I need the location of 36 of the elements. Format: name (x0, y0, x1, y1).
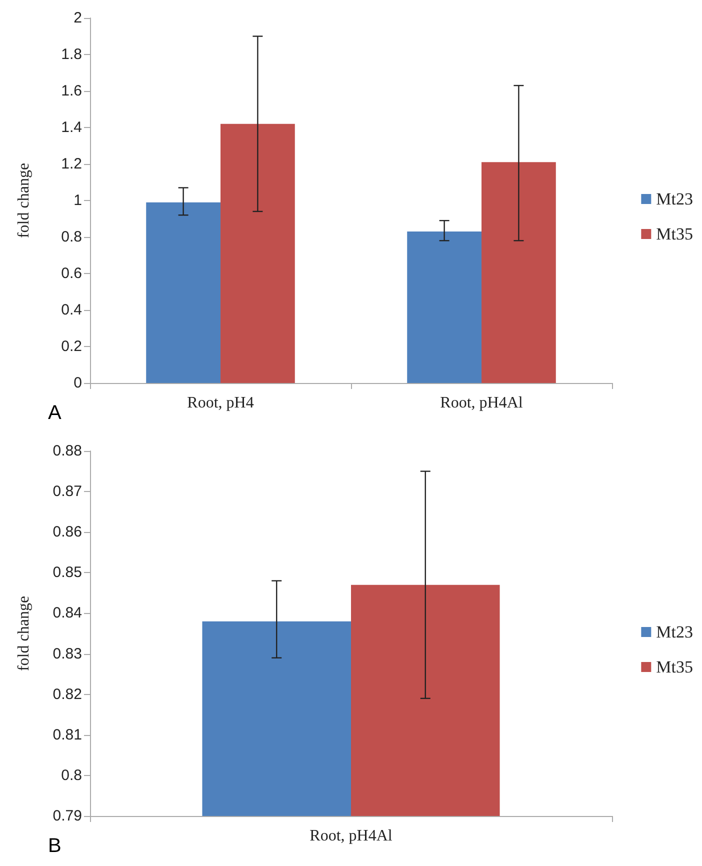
y-tick-label: 0.85 (52, 564, 82, 582)
y-tick-label: 0.81 (52, 726, 82, 744)
text: B (48, 835, 62, 857)
legend-label: Mt35 (656, 224, 694, 244)
y-tick-label: 1.8 (61, 46, 82, 63)
y-tick-label: 0.8 (61, 228, 82, 246)
y-tick-label: 0.79 (52, 808, 82, 824)
y-tick-label: 0.4 (61, 302, 82, 318)
y-tick-label: 0.82 (52, 686, 82, 703)
x-tick-label: Root, pH4 (187, 394, 254, 412)
bar (146, 202, 220, 383)
legend-label: Mt23 (656, 622, 694, 642)
y-tick-label: 2 (74, 10, 82, 26)
y-tick-label: 0.8 (61, 766, 82, 784)
y-tick-label: 1.6 (61, 82, 82, 100)
text: A (48, 402, 62, 424)
legend-label: Mt35 (656, 658, 694, 676)
bar (407, 232, 482, 383)
y-tick-label: 0.6 (61, 265, 82, 282)
y-axis-title: fold change (16, 596, 32, 672)
bar (220, 124, 295, 383)
y-tick-label: 0.2 (61, 338, 82, 355)
y-tick-label: 0.86 (52, 524, 82, 541)
legend-label: Mt23 (656, 190, 694, 208)
y-axis-title: fold change (16, 162, 32, 238)
bar (482, 162, 556, 383)
x-tick-label: Root, pH4Al (440, 394, 524, 412)
y-tick-label: 0.87 (52, 483, 82, 500)
y-tick-label: 1.2 (61, 156, 82, 172)
x-tick-label: Root, pH4Al (310, 828, 393, 844)
y-tick-label: 0 (74, 374, 82, 392)
y-tick-label: 0.83 (52, 645, 82, 662)
y-tick-label: 0.84 (52, 604, 82, 622)
y-tick-label: 1 (74, 192, 82, 209)
y-tick-label: 0.88 (52, 442, 82, 460)
y-tick-label: 1.4 (61, 119, 82, 136)
